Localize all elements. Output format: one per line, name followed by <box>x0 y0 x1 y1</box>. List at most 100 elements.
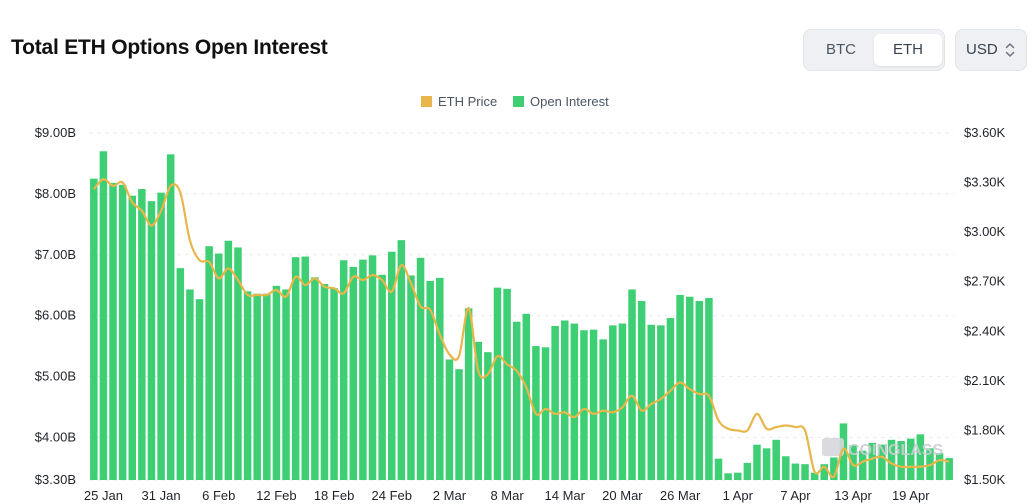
svg-text:COINGLASS: COINGLASS <box>848 442 943 459</box>
oi-bar[interactable] <box>743 462 752 480</box>
oi-bar[interactable] <box>128 195 137 480</box>
x-axis: 25 Jan 31 Jan 6 Feb 12 Feb 18 Feb 24 Feb 2 Mar… <box>84 488 930 503</box>
oi-bar[interactable] <box>445 359 454 480</box>
oi-bar[interactable] <box>589 329 598 480</box>
oi-bar[interactable] <box>205 246 213 480</box>
oi-bar[interactable] <box>714 458 723 480</box>
oi-bar[interactable] <box>118 184 127 480</box>
oi-bar[interactable] <box>887 439 896 480</box>
currency-select[interactable]: USD <box>955 29 1027 71</box>
x-axis-tick-label: 6 Feb <box>202 488 235 503</box>
oi-bar[interactable] <box>291 257 300 480</box>
right-axis-tick-label: $3.00K <box>964 224 1006 239</box>
oi-bar[interactable] <box>849 445 857 480</box>
oi-bar[interactable] <box>724 473 732 480</box>
eth-price-series-line[interactable] <box>92 178 950 479</box>
oi-bar[interactable] <box>368 255 377 480</box>
oi-bar[interactable] <box>186 289 194 480</box>
oi-bar[interactable] <box>551 325 559 480</box>
oi-bar[interactable] <box>147 201 156 480</box>
oi-bar[interactable] <box>215 253 223 480</box>
oi-bar[interactable] <box>935 453 944 480</box>
oi-bar[interactable] <box>628 289 636 480</box>
oi-bar[interactable] <box>858 450 867 480</box>
oi-bar[interactable] <box>609 325 617 480</box>
oi-bar[interactable] <box>195 299 204 480</box>
x-axis-tick-label: 13 Apr <box>834 488 872 503</box>
oi-bar[interactable] <box>522 313 531 480</box>
x-axis-tick-label: 18 Feb <box>314 488 354 503</box>
right-axis-tick-label: $2.40K <box>964 323 1006 338</box>
oi-bar[interactable] <box>224 240 233 480</box>
oi-bar[interactable] <box>637 301 646 480</box>
oi-bar[interactable] <box>157 192 165 480</box>
oi-bar[interactable] <box>90 178 98 480</box>
x-axis-tick-label: 24 Feb <box>372 488 412 503</box>
oi-bar[interactable] <box>647 324 656 480</box>
oi-bar[interactable] <box>830 457 838 480</box>
oi-bar[interactable] <box>464 308 473 480</box>
oi-bar[interactable] <box>311 277 319 480</box>
oi-bar[interactable] <box>388 251 396 480</box>
oi-bar[interactable] <box>320 283 329 480</box>
oi-bar[interactable] <box>436 277 444 480</box>
oi-bar[interactable] <box>801 464 809 480</box>
oi-bar[interactable] <box>397 240 406 480</box>
oi-bar[interactable] <box>676 294 684 480</box>
oi-bar[interactable] <box>810 472 819 480</box>
oi-bar[interactable] <box>666 318 675 480</box>
oi-bar[interactable] <box>349 266 358 480</box>
oi-bar[interactable] <box>820 464 829 480</box>
oi-bar[interactable] <box>512 321 521 480</box>
oi-bar[interactable] <box>580 330 588 480</box>
oi-bar[interactable] <box>753 444 761 480</box>
oi-bar[interactable] <box>705 297 713 480</box>
oi-bar[interactable] <box>263 293 271 480</box>
oi-bar[interactable] <box>916 434 925 480</box>
oi-bar[interactable] <box>772 439 780 480</box>
oi-bar[interactable] <box>907 438 915 480</box>
oi-bar[interactable] <box>282 289 290 480</box>
oi-bar[interactable] <box>657 325 665 480</box>
oi-bar[interactable] <box>359 259 367 480</box>
oi-bar[interactable] <box>945 458 953 480</box>
oi-bar[interactable] <box>166 154 175 480</box>
oi-bar[interactable] <box>493 287 502 480</box>
oi-bar[interactable] <box>253 293 261 480</box>
oi-bar[interactable] <box>243 291 252 480</box>
oi-bar[interactable] <box>138 189 146 480</box>
oi-bar[interactable] <box>234 247 242 480</box>
oi-bar[interactable] <box>474 341 483 480</box>
oi-bar[interactable] <box>618 323 627 480</box>
oi-bar[interactable] <box>378 274 386 480</box>
oi-bar[interactable] <box>791 463 800 480</box>
oi-bar[interactable] <box>330 288 338 480</box>
oi-bar[interactable] <box>541 347 550 480</box>
oi-bar[interactable] <box>570 323 579 480</box>
eth-option[interactable]: ETH <box>874 34 942 66</box>
oi-bar[interactable] <box>407 275 415 480</box>
oi-bar[interactable] <box>868 442 877 480</box>
oi-bar[interactable] <box>426 280 434 480</box>
oi-bar[interactable] <box>455 369 463 480</box>
oi-bar[interactable] <box>695 301 704 480</box>
oi-bar[interactable] <box>878 444 886 480</box>
oi-bar[interactable] <box>301 256 310 480</box>
left-axis-tick-label: $4.00B <box>35 429 76 444</box>
legend-label-eth-price: ETH Price <box>438 94 497 109</box>
oi-bar[interactable] <box>339 260 348 480</box>
oi-bar[interactable] <box>272 285 281 480</box>
oi-bar[interactable] <box>782 456 790 480</box>
oi-bar[interactable] <box>99 151 108 480</box>
chart-legend: ETH Price Open Interest <box>421 94 609 109</box>
oi-bar[interactable] <box>561 320 569 481</box>
oi-bar[interactable] <box>109 182 117 481</box>
oi-bar[interactable] <box>176 268 185 480</box>
oi-bar[interactable] <box>762 448 771 480</box>
oi-bar[interactable] <box>503 288 511 480</box>
oi-bar[interactable] <box>897 441 905 480</box>
btc-option[interactable]: BTC <box>826 41 856 58</box>
oi-bar[interactable] <box>734 472 742 480</box>
oi-bar[interactable] <box>484 352 492 480</box>
oi-bar[interactable] <box>416 257 425 480</box>
